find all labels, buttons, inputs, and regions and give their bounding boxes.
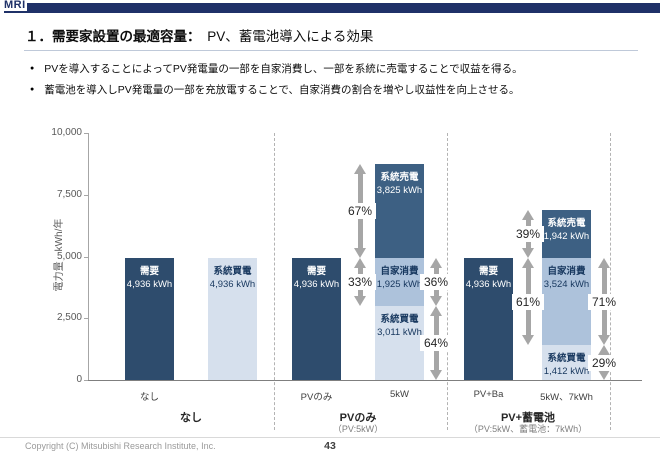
- percent-label: 71%: [588, 293, 620, 310]
- y-tick-label: 10,000: [51, 127, 82, 138]
- bar-segment: 系統買電 1,412 kWh: [542, 345, 591, 380]
- segment-value: 4,936 kWh: [126, 279, 173, 291]
- percent-label: 67%: [344, 202, 376, 219]
- segment-value: 3,825 kWh: [376, 184, 423, 196]
- arrow-head-down-icon: [430, 295, 442, 306]
- x-tick-label: 5kW: [390, 389, 409, 400]
- page-number: 43: [324, 440, 336, 452]
- percent-label: 36%: [420, 273, 452, 290]
- segment-name: 需要: [306, 266, 326, 278]
- bar-segment: 系統売電 3,825 kWh: [375, 163, 424, 259]
- bullet-item: ● PVを導入することによってPV発電量の一部を自家消費し、一部を系統に売電する…: [30, 62, 650, 76]
- percent-label: 61%: [512, 293, 544, 310]
- group-separator: [274, 133, 275, 430]
- arrow-head-up-icon: [354, 163, 366, 174]
- arrow-head-down-icon: [522, 248, 534, 259]
- y-tick-label: 7,500: [56, 188, 82, 200]
- arrow-head-down-icon: [430, 369, 442, 380]
- segment-name: 自家消費: [380, 266, 419, 278]
- bar-segment: 系統買電 3,011 kWh: [375, 305, 424, 380]
- segment-value: 3,524 kWh: [543, 279, 590, 291]
- segment-value: 1,942 kWh: [543, 231, 590, 243]
- y-tick-mark: [84, 318, 88, 320]
- arrow-head-down-icon: [522, 335, 534, 346]
- page-title: １．需要家設置の最適容量： PV、蓄電池導入による効果: [25, 27, 373, 47]
- segment-value: 1,925 kWh: [376, 279, 423, 291]
- bullet-icon: ●: [30, 86, 35, 93]
- page-title-number: １．需要家設置の最適容量：: [25, 29, 194, 44]
- group-sublabel: （PV:5kW、蓄電池：7kWh）: [468, 424, 588, 434]
- arrow-head-up-icon: [430, 305, 442, 316]
- segment-name: 自家消費: [547, 266, 586, 278]
- x-tick-label: PVのみ: [300, 392, 333, 403]
- group-label: なし: [180, 412, 202, 424]
- bar-segment: 需要 4,936 kWh: [125, 258, 174, 380]
- group-separator: [610, 133, 611, 430]
- page-title-rest: PV、蓄電池導入による効果: [193, 29, 374, 44]
- footer-divider: [0, 437, 660, 438]
- segment-value: 4,936 kWh: [209, 279, 256, 291]
- header-bar: [27, 3, 660, 13]
- segment-name: 需要: [478, 266, 498, 278]
- segment-name: 系統買電: [547, 353, 586, 365]
- bar-segment: 需要 4,936 kWh: [292, 258, 341, 380]
- title-divider: [24, 50, 638, 51]
- y-tick-mark: [84, 133, 88, 134]
- bar-segment: 自家消費 1,925 kWh: [375, 258, 424, 306]
- bullet-icon: ●: [30, 65, 35, 72]
- arrow-head-up-icon: [598, 258, 610, 269]
- y-tick-label: 5,000: [56, 250, 82, 262]
- arrow-head-down-icon: [354, 295, 366, 306]
- bar-segment: 需要 4,936 kWh: [464, 258, 513, 380]
- arrow-head-up-icon: [598, 345, 610, 356]
- bullet-list: ● PVを導入することによってPV発電量の一部を自家消費し、一部を系統に売電する…: [30, 62, 650, 104]
- bullet-text: 蓄電池を導入しPV発電量の一部を充放電することで、自家消費の割合を増やし収益性を…: [44, 84, 520, 96]
- segment-name: 需要: [139, 266, 159, 278]
- percent-label: 39%: [512, 226, 544, 243]
- arrow-head-down-icon: [598, 335, 610, 346]
- y-axis-line: [88, 133, 89, 380]
- mri-logo: MRI: [4, 0, 27, 13]
- segment-value: 4,936 kWh: [293, 279, 340, 291]
- segment-name: 系統売電: [547, 218, 586, 230]
- bullet-text: PVを導入することによってPV発電量の一部を自家消費し、一部を系統に売電すること…: [44, 63, 523, 75]
- arrow-head-down-icon: [598, 369, 610, 380]
- segment-name: 系統買電: [380, 313, 419, 325]
- group-label: PVのみ: [339, 412, 377, 424]
- y-tick-mark: [84, 194, 88, 196]
- copyright-text: Copyright (C) Mitsubishi Research Instit…: [25, 441, 216, 451]
- arrow-head-up-icon: [522, 210, 534, 221]
- percent-label: 29%: [588, 354, 620, 371]
- segment-value: 4,936 kWh: [465, 279, 512, 291]
- arrow-head-up-icon: [430, 258, 442, 269]
- bar-segment: 系統買電 4,936 kWh: [208, 258, 257, 380]
- percent-label: 64%: [420, 334, 452, 351]
- y-tick-mark: [84, 256, 88, 258]
- segment-name: 系統買電: [213, 266, 252, 278]
- x-tick-label: 5kW、7kWh: [540, 392, 593, 403]
- group-label: PV+蓄電池: [500, 412, 556, 424]
- y-tick-label: 2,500: [56, 312, 82, 324]
- bar-segment: 自家消費 3,524 kWh: [542, 258, 591, 346]
- segment-name: 系統売電: [380, 171, 419, 183]
- bullet-item: ● 蓄電池を導入しPV発電量の一部を充放電することで、自家消費の割合を増やし収益…: [30, 83, 650, 97]
- x-tick-label: なし: [139, 392, 159, 403]
- percent-label: 33%: [344, 273, 376, 290]
- y-tick-label: 0: [76, 374, 82, 385]
- segment-value: 3,011 kWh: [377, 326, 422, 338]
- x-tick-label: PV+Ba: [473, 389, 504, 400]
- bar-segment: 系統売電 1,942 kWh: [542, 210, 591, 259]
- y-tick-mark: [84, 380, 88, 381]
- arrow-head-up-icon: [354, 258, 366, 269]
- x-axis-line: [88, 380, 642, 381]
- arrow-head-down-icon: [354, 248, 366, 259]
- segment-value: 1,412 kWh: [543, 366, 590, 378]
- group-sublabel: （PV:5kW）: [332, 424, 384, 434]
- arrow-head-up-icon: [522, 258, 534, 269]
